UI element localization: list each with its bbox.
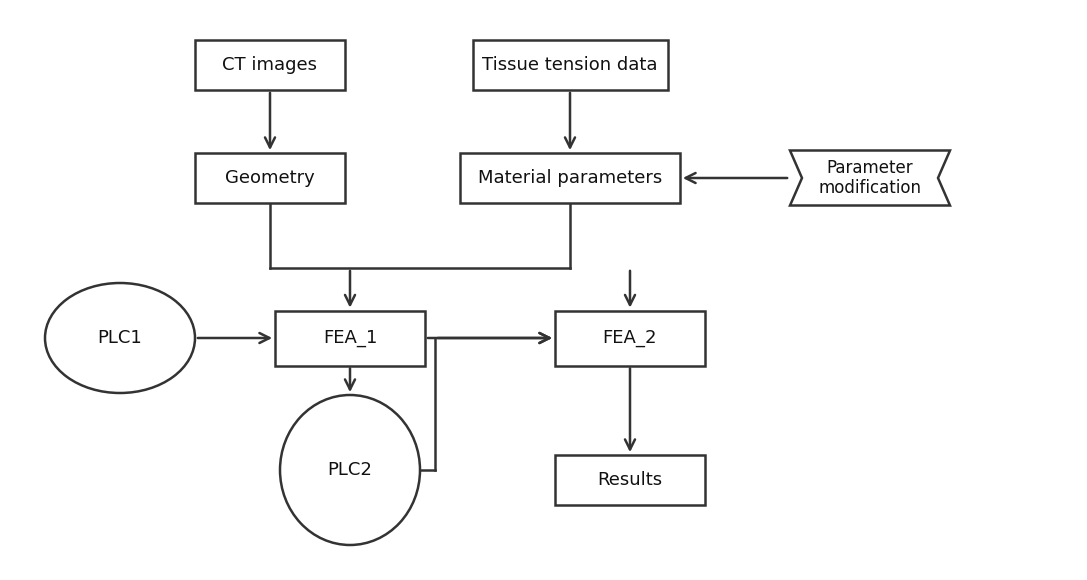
- Ellipse shape: [45, 283, 195, 393]
- Text: PLC1: PLC1: [98, 329, 142, 347]
- FancyBboxPatch shape: [275, 310, 425, 365]
- Text: Tissue tension data: Tissue tension data: [483, 56, 658, 74]
- FancyBboxPatch shape: [555, 310, 705, 365]
- Text: Geometry: Geometry: [225, 169, 315, 187]
- Text: PLC2: PLC2: [327, 461, 373, 479]
- FancyBboxPatch shape: [195, 153, 345, 203]
- Text: Parameter
modification: Parameter modification: [819, 158, 922, 197]
- FancyBboxPatch shape: [195, 40, 345, 90]
- FancyBboxPatch shape: [460, 153, 680, 203]
- Text: FEA_1: FEA_1: [323, 329, 377, 347]
- Ellipse shape: [280, 395, 420, 545]
- FancyBboxPatch shape: [555, 455, 705, 505]
- Polygon shape: [790, 150, 950, 205]
- Text: Results: Results: [598, 471, 663, 489]
- Text: CT images: CT images: [223, 56, 317, 74]
- Text: Material parameters: Material parameters: [478, 169, 662, 187]
- FancyBboxPatch shape: [473, 40, 667, 90]
- Text: FEA_2: FEA_2: [603, 329, 658, 347]
